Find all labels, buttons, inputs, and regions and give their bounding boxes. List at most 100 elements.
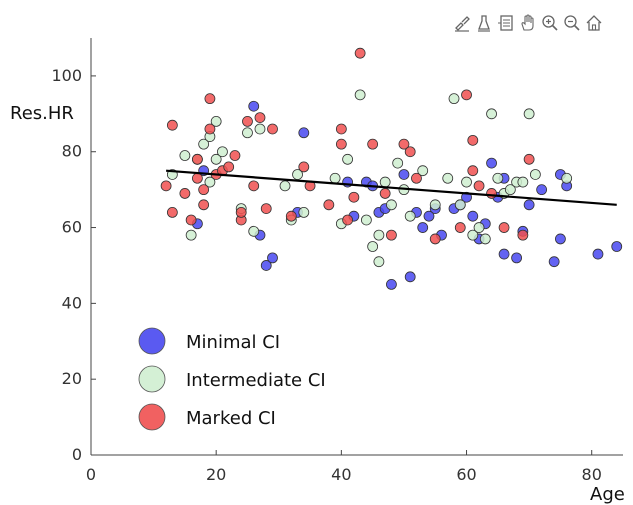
data-point-series-2 xyxy=(429,199,441,211)
data-point-series-2 xyxy=(479,233,491,245)
figure-toolbar xyxy=(452,12,604,34)
data-point-series-2 xyxy=(486,108,497,120)
data-point-series-3 xyxy=(467,165,479,177)
data-point-series-2 xyxy=(210,153,222,165)
legend-icon[interactable] xyxy=(496,12,516,34)
data-point-series-3 xyxy=(242,116,253,127)
data-point-series-3 xyxy=(166,206,178,218)
data-point-series-2 xyxy=(342,153,354,165)
data-point-series-3 xyxy=(379,188,391,199)
legend-marker xyxy=(138,365,166,393)
data-point-series-3 xyxy=(229,150,241,161)
brush-icon[interactable] xyxy=(452,12,472,34)
data-point-series-3 xyxy=(411,172,422,184)
legend-entry-label: Minimal CI xyxy=(186,332,280,353)
data-point-series-2 xyxy=(298,206,310,218)
data-point-series-3 xyxy=(386,229,397,241)
data-point-series-2 xyxy=(354,89,366,101)
home-icon[interactable] xyxy=(584,12,604,34)
axes: 0 20 40 60 80 100 0 20 40 60 80 xyxy=(51,38,623,484)
data-point-series-2 xyxy=(517,176,529,188)
data-point-series-1 xyxy=(248,100,260,112)
data-tip-icon[interactable] xyxy=(474,12,494,34)
data-point-series-2 xyxy=(373,229,385,241)
legend: Minimal CI Intermediate CI Marked CI xyxy=(138,327,326,431)
legend-entry-label: Intermediate CI xyxy=(186,370,326,391)
data-point-series-3 xyxy=(473,180,485,192)
x-tick-label: 60 xyxy=(456,465,476,484)
data-point-series-3 xyxy=(160,180,172,192)
data-point-series-3 xyxy=(298,161,310,173)
legend-marker xyxy=(138,403,166,431)
data-point-series-1 xyxy=(260,260,272,271)
y-tick-label: 20 xyxy=(62,369,82,388)
data-point-series-3 xyxy=(486,188,497,199)
data-point-series-3 xyxy=(461,89,472,101)
data-point-series-2 xyxy=(373,256,385,268)
pan-icon[interactable] xyxy=(518,12,538,34)
data-point-series-3 xyxy=(342,214,354,226)
data-point-series-2 xyxy=(210,116,222,127)
data-point-series-3 xyxy=(454,222,466,233)
data-point-series-2 xyxy=(504,184,516,196)
data-point-series-2 xyxy=(448,93,460,105)
data-point-series-3 xyxy=(467,134,479,146)
data-point-series-2 xyxy=(392,157,404,169)
data-point-series-2 xyxy=(204,176,216,188)
data-point-series-2 xyxy=(217,146,228,158)
x-tick-label: 80 xyxy=(582,465,602,484)
data-point-series-3 xyxy=(404,146,416,158)
data-point-series-1 xyxy=(398,169,410,180)
trendline xyxy=(166,169,617,206)
data-point-series-3 xyxy=(429,233,441,245)
data-point-series-2 xyxy=(523,108,535,120)
data-point-series-3 xyxy=(204,123,216,135)
data-point-series-1 xyxy=(548,256,560,268)
data-point-series-2 xyxy=(179,150,191,161)
data-point-series-3 xyxy=(523,153,535,165)
data-point-series-3 xyxy=(335,138,347,150)
data-point-series-3 xyxy=(191,172,203,184)
data-point-series-1 xyxy=(298,127,310,139)
x-axis-label: Age xyxy=(590,484,625,505)
data-point-series-2 xyxy=(279,180,291,192)
data-point-series-3 xyxy=(191,153,203,165)
data-point-series-1 xyxy=(386,279,397,290)
data-point-series-2 xyxy=(185,229,197,241)
data-point-series-1 xyxy=(267,252,278,264)
data-point-series-2 xyxy=(454,199,466,211)
zoom-out-icon[interactable] xyxy=(562,12,582,34)
data-point-series-1 xyxy=(423,210,435,222)
data-point-series-2 xyxy=(292,169,303,180)
data-point-series-2 xyxy=(386,199,397,211)
data-point-series-3 xyxy=(185,214,197,226)
data-point-series-1 xyxy=(536,184,548,196)
data-point-series-2 xyxy=(417,165,429,177)
y-tick-label: 80 xyxy=(62,142,82,161)
data-point-series-3 xyxy=(285,210,297,222)
zoom-in-icon[interactable] xyxy=(540,12,560,34)
y-axis-label: Res.HR xyxy=(10,103,74,124)
data-point-series-2 xyxy=(442,172,454,184)
data-point-series-2 xyxy=(248,225,260,237)
data-point-series-3 xyxy=(267,123,278,135)
y-tick-label: 60 xyxy=(62,218,82,237)
x-tick-label: 20 xyxy=(206,465,226,484)
data-point-series-1 xyxy=(555,233,566,245)
data-point-series-1 xyxy=(486,157,497,169)
data-point-series-2 xyxy=(404,210,416,222)
data-point-series-2 xyxy=(529,169,541,180)
data-point-series-1 xyxy=(523,199,535,211)
data-point-series-3 xyxy=(254,112,266,124)
data-point-series-1 xyxy=(592,248,604,260)
data-point-series-1 xyxy=(611,241,623,252)
data-point-series-3 xyxy=(223,161,235,173)
data-point-series-2 xyxy=(379,176,391,188)
data-point-series-2 xyxy=(329,172,341,184)
data-point-series-3 xyxy=(166,119,178,131)
data-point-series-3 xyxy=(348,191,360,203)
data-point-series-2 xyxy=(461,176,472,188)
data-point-series-2 xyxy=(360,214,372,226)
data-point-series-3 xyxy=(179,188,191,199)
data-point-series-2 xyxy=(254,123,266,135)
